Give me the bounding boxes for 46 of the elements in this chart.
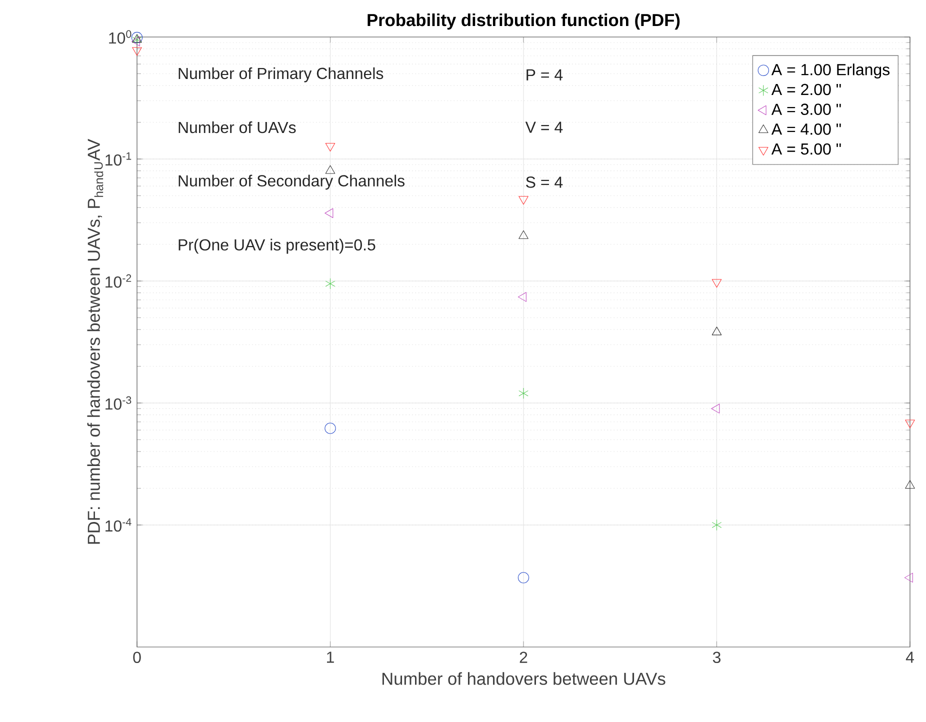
y-tick-label: 10$^{-2}$ (106, 274, 132, 288)
annotation: P = 4 (526, 69, 563, 80)
x-tick-label: 1 (327, 652, 334, 663)
x-tick-label: 2 (520, 652, 528, 663)
legend-label: A = 1.00 Erlangs (771, 64, 890, 78)
point (518, 196, 528, 205)
point (132, 47, 142, 56)
y-tick-label: 10$^{-4}$ (106, 518, 132, 532)
point (324, 422, 336, 434)
point (518, 388, 528, 399)
point (518, 572, 530, 584)
point (132, 34, 142, 46)
y-tick-label: 10$^{0}$ (109, 30, 132, 44)
y-tick-label: 10$^{-1}$ (106, 152, 132, 166)
annotation: S = 4 (526, 176, 563, 188)
x-tick-label: 0 (133, 652, 141, 664)
point (712, 279, 722, 288)
legend-label: A = 4.00 " (771, 124, 841, 135)
point (324, 208, 334, 218)
annotation: Number of Primary Channels (178, 67, 384, 82)
point (904, 572, 913, 583)
point (518, 292, 526, 302)
point (325, 278, 336, 290)
y-axis-title: PDF: number of handovers between UAVs, P$_{handU}$AV (87, 138, 104, 544)
point (711, 404, 720, 414)
annotation: Number of UAVs (178, 121, 296, 134)
annotation: V = 4 (525, 122, 563, 133)
point (131, 36, 140, 46)
legend-label: A = 5.00 " (771, 143, 841, 155)
x-tick-label: 3 (712, 652, 720, 664)
legend-label: A = 3.00 " (771, 104, 841, 115)
point (132, 34, 142, 43)
annotation: Pr(One UAV is present)=0.5 (178, 238, 376, 254)
x-tick-label: 4 (906, 652, 914, 663)
annotation: Number of Secondary Channels (178, 174, 405, 190)
point (905, 480, 915, 489)
point (325, 165, 336, 174)
chart-title: Probability distribution function (PDF) (368, 13, 680, 30)
point (905, 420, 915, 428)
point (712, 326, 722, 336)
legend-label: A = 2.00 " (771, 84, 841, 96)
point (131, 32, 143, 44)
point (712, 519, 722, 531)
y-tick-label: 10$^{-3}$ (106, 396, 132, 410)
x-axis-title: Number of handovers between UAVs (382, 672, 666, 685)
point (325, 142, 336, 152)
